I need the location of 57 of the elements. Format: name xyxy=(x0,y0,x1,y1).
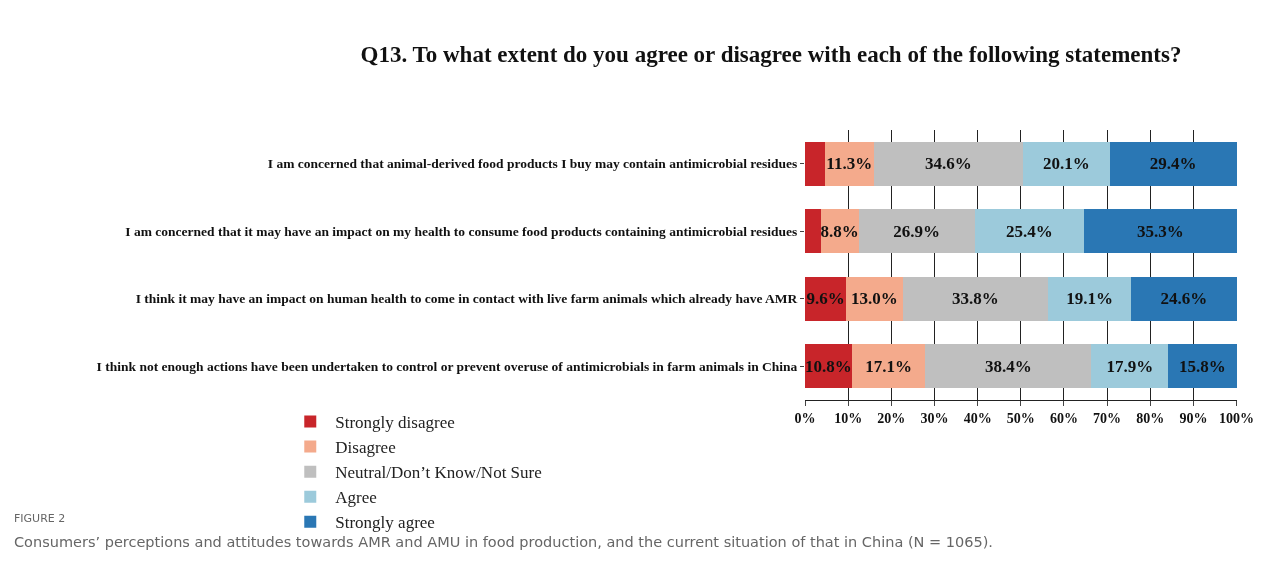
legend-label: Strongly agree xyxy=(335,513,435,533)
bar xyxy=(1168,344,1237,389)
bar xyxy=(1048,276,1131,321)
x-tick-label: 100% xyxy=(1219,410,1255,426)
data-label: 33.8% xyxy=(952,289,999,309)
data-label: 20.1% xyxy=(1042,154,1090,174)
data-label: 10.8% xyxy=(804,356,852,376)
data-label: 11.3% xyxy=(826,154,873,174)
bar xyxy=(974,209,1085,254)
bar xyxy=(858,209,975,254)
text: Consumers’ perceptions and attitudes towards AMR and AMU in food production, and the current situation of that in China (N = 1065). xyxy=(14,534,993,550)
x-tick-label: 10% xyxy=(834,410,863,426)
data-label: 8.8% xyxy=(820,221,859,241)
data-label: 13.0% xyxy=(851,289,898,309)
x-tick-label: 0% xyxy=(794,410,816,426)
data-label: 34.6% xyxy=(924,154,972,174)
legend-label: Disagree xyxy=(335,438,396,458)
data-label: 26.9% xyxy=(893,221,940,241)
y-tick-label: I think it may have an impact on human health to come in contact with live farm animals which already have AMR xyxy=(135,291,798,307)
bar xyxy=(1084,209,1237,254)
chart-title: Q13. To what extent do you agree or disagree with each of the following statements? xyxy=(360,41,1182,67)
data-label: 35.3% xyxy=(1137,221,1184,241)
y-tick-label: I am concerned that animal-derived food products I buy may contain antimicrobial residues xyxy=(267,156,798,172)
x-tick-label: 80% xyxy=(1136,410,1165,426)
data-label: 17.1% xyxy=(865,356,912,376)
x-tick-label: 40% xyxy=(963,410,992,426)
bar xyxy=(1022,141,1110,186)
x-tick-label: 70% xyxy=(1093,410,1122,426)
y-tick-label: I think not enough actions have been undertaken to control or prevent overuse of antimicrobials in farm animals in China xyxy=(96,358,798,374)
bar xyxy=(851,344,926,389)
bar xyxy=(873,141,1023,186)
legend-label: Agree xyxy=(335,488,377,508)
x-tick-label: 20% xyxy=(877,410,906,426)
data-label: 25.4% xyxy=(1006,221,1053,241)
y-tick-label: I am concerned that it may have an impact on my health to consume food products containing antimicrobial residues xyxy=(125,223,798,239)
bar xyxy=(846,276,903,321)
data-label: 17.9% xyxy=(1106,356,1154,376)
bar xyxy=(1130,276,1237,321)
bar xyxy=(1091,344,1169,389)
data-label: 15.8% xyxy=(1179,356,1226,376)
data-label: 9.6% xyxy=(806,289,845,309)
data-label: 38.4% xyxy=(984,356,1032,376)
bar xyxy=(925,344,1092,389)
caption: FIGURE 2 xyxy=(14,512,66,525)
bar xyxy=(1109,141,1237,186)
bar xyxy=(805,141,825,186)
x-tick-label: 60% xyxy=(1049,410,1078,426)
data-label: 19.1% xyxy=(1066,289,1113,309)
x-tick-label: 50% xyxy=(1006,410,1035,426)
bar xyxy=(902,276,1049,321)
x-tick-label: 30% xyxy=(920,410,949,426)
x-tick-label: 90% xyxy=(1179,410,1208,426)
data-label: 24.6% xyxy=(1160,289,1208,309)
bar xyxy=(805,209,821,254)
legend-label: Neutral/Don’t Know/Not Sure xyxy=(335,463,542,483)
legend-label: Strongly disagree xyxy=(335,413,455,433)
data-label: 29.4% xyxy=(1149,154,1197,174)
